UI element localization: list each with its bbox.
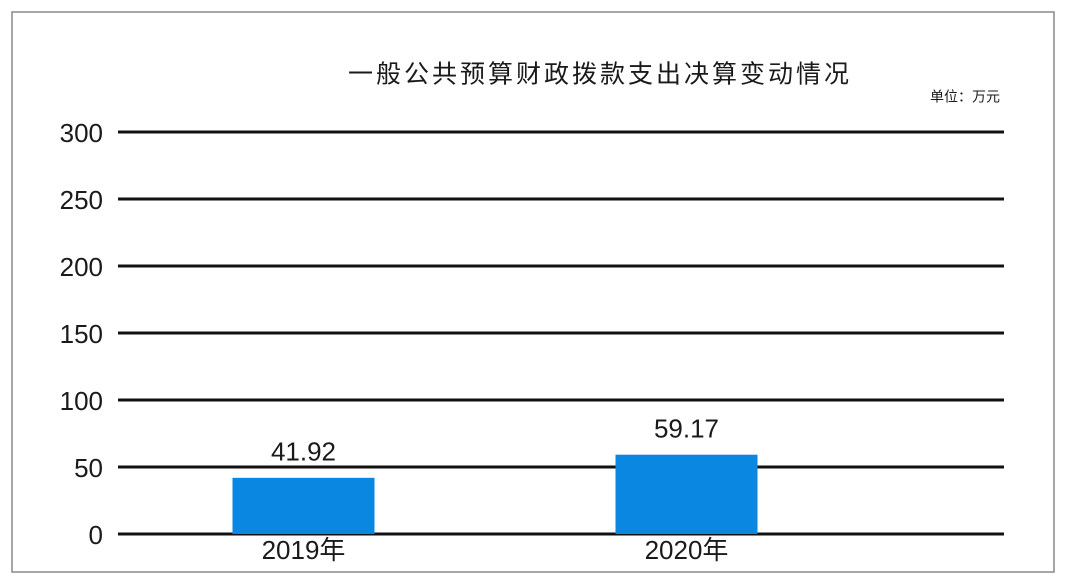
bar [615, 454, 758, 534]
x-tick-label: 2019年 [262, 535, 346, 565]
y-tick-label: 0 [89, 520, 103, 550]
y-tick-label: 150 [60, 319, 103, 349]
y-tick-label: 50 [74, 453, 103, 483]
value-label: 41.92 [271, 437, 336, 467]
x-tick-label: 2020年 [645, 535, 729, 565]
bar [232, 477, 375, 534]
value-label: 59.17 [654, 414, 719, 444]
unit-label: 单位：万元 [930, 89, 1000, 105]
chart-title: 一般公共预算财政拨款支出决算变动情况 [348, 61, 852, 89]
y-tick-label: 100 [60, 386, 103, 416]
y-tick-label: 250 [60, 185, 103, 215]
chart-border [11, 11, 1055, 573]
y-tick-label: 300 [60, 118, 103, 148]
y-tick-label: 200 [60, 252, 103, 282]
